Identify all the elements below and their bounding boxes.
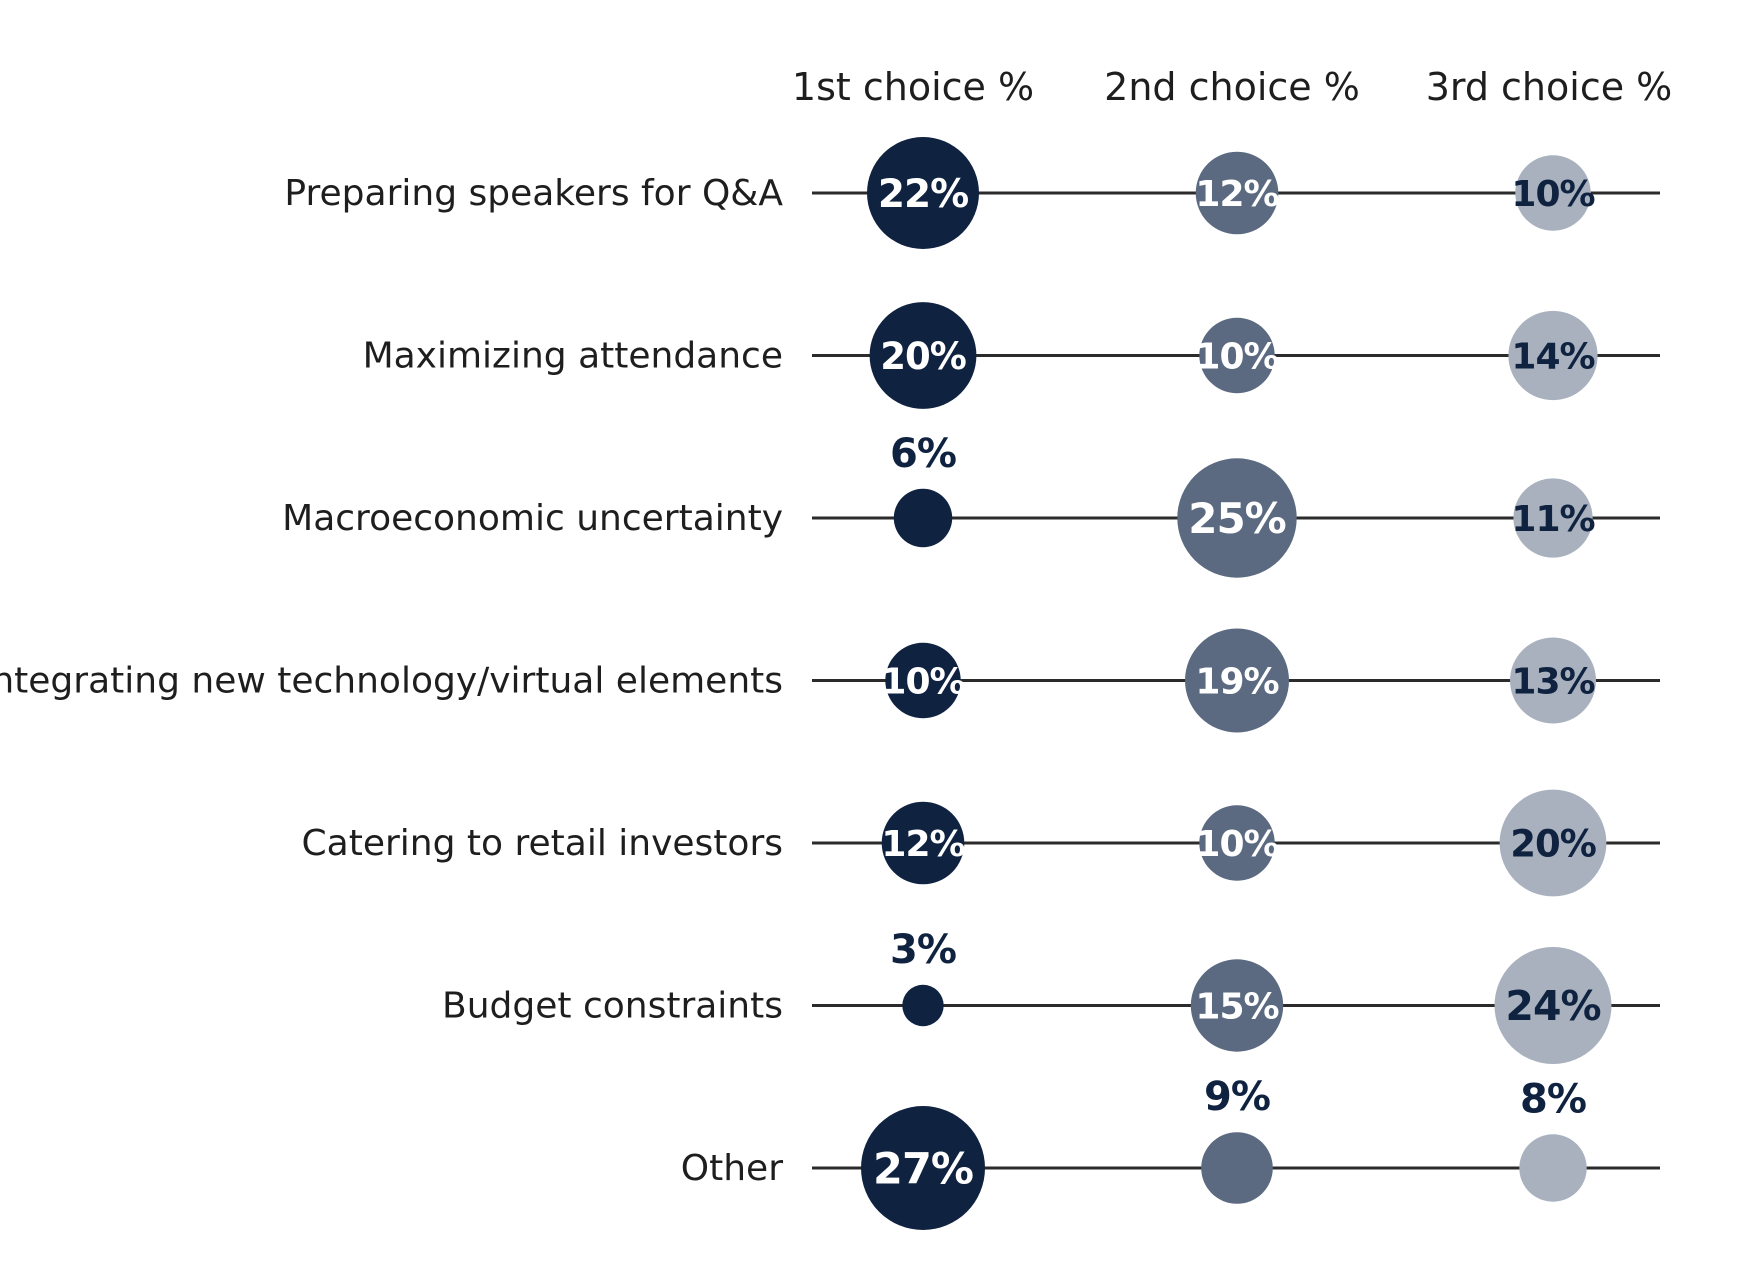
- bubble: [893, 488, 953, 548]
- bubble: [869, 302, 977, 409]
- bubble-value-label: 19%: [1195, 662, 1278, 703]
- bubble-value-label: 9%: [1204, 1074, 1270, 1120]
- bubble: [1494, 947, 1612, 1064]
- bubble-value-label: 8%: [1520, 1076, 1586, 1122]
- chart-rows: Preparing speakers for Q&A 22% 12% 10%Maxim…: [0, 137, 1660, 1230]
- bubble: [1519, 1134, 1587, 1202]
- bubble: [1185, 628, 1289, 733]
- bubble-value-label: 20%: [880, 335, 966, 378]
- column-header-3rd-choice: 3rd choice %: [1426, 65, 1673, 109]
- bubble: [1177, 458, 1297, 578]
- bubble-value-label: 15%: [1195, 987, 1278, 1028]
- bubble: [885, 642, 961, 719]
- bubble-value-label: 12%: [881, 824, 964, 865]
- column-headers: 1st choice % 2nd choice % 3rd choice %: [792, 65, 1672, 109]
- bubble-value-label: 13%: [1511, 662, 1594, 703]
- row-maximizing-attendance: Maximizing attendance 20% 10% 14%: [363, 302, 1660, 409]
- bubble-value-label: 10%: [1195, 824, 1278, 865]
- row-label: Macroeconomic uncertainty: [282, 498, 783, 539]
- bubble-value-label: 14%: [1511, 337, 1594, 378]
- bubble: [1199, 317, 1275, 394]
- bubble: [867, 137, 979, 249]
- bubble-value-label: 10%: [1511, 174, 1594, 215]
- row-other: Other 27% 9% 8%: [681, 1074, 1660, 1230]
- bubble-value-label: 24%: [1505, 982, 1600, 1030]
- row-budget-constraints: Budget constraints 3% 15% 24%: [442, 927, 1660, 1064]
- bubble: [1195, 151, 1279, 235]
- bubble-value-label: 10%: [1195, 337, 1278, 378]
- bubble: [861, 1106, 985, 1230]
- row-label: Maximizing attendance: [363, 336, 783, 377]
- bubble: [902, 984, 944, 1027]
- bubble: [1201, 1132, 1273, 1204]
- bubble-value-label: 22%: [878, 172, 968, 217]
- bubble: [1510, 637, 1596, 724]
- bubble: [1513, 478, 1593, 558]
- bubble: [1499, 789, 1607, 897]
- bubble-value-label: 11%: [1511, 499, 1594, 540]
- column-header-2nd-choice: 2nd choice %: [1104, 65, 1360, 109]
- bubble-value-label: 6%: [890, 431, 956, 477]
- row-integrating-new-technology-virtual-elements: Integrating new technology/virtual eleme…: [0, 628, 1660, 733]
- bubble-value-label: 3%: [890, 927, 956, 973]
- row-catering-to-retail-investors: Catering to retail investors 12% 10% 20%: [302, 789, 1660, 897]
- bubble-value-label: 12%: [1195, 174, 1278, 215]
- bubble: [1199, 805, 1275, 881]
- bubble: [1190, 959, 1284, 1052]
- row-label: Preparing speakers for Q&A: [284, 173, 783, 214]
- row-macroeconomic-uncertainty: Macroeconomic uncertainty 6% 25% 11%: [282, 431, 1660, 578]
- bubble: [1508, 310, 1598, 401]
- row-label: Budget constraints: [442, 986, 783, 1027]
- bubble: [1515, 155, 1591, 231]
- bubble-value-label: 20%: [1510, 822, 1596, 865]
- row-label: Catering to retail investors: [302, 823, 783, 864]
- column-header-1st-choice: 1st choice %: [792, 65, 1034, 109]
- row-label: Integrating new technology/virtual eleme…: [0, 661, 783, 702]
- row-label: Other: [681, 1148, 783, 1189]
- bubble-value-label: 10%: [881, 662, 964, 703]
- bubble-value-label: 25%: [1188, 494, 1286, 543]
- row-preparing-speakers-for-q-a: Preparing speakers for Q&A 22% 12% 10%: [284, 137, 1660, 249]
- bubble: [881, 801, 965, 885]
- bubble-value-label: 27%: [873, 1145, 973, 1195]
